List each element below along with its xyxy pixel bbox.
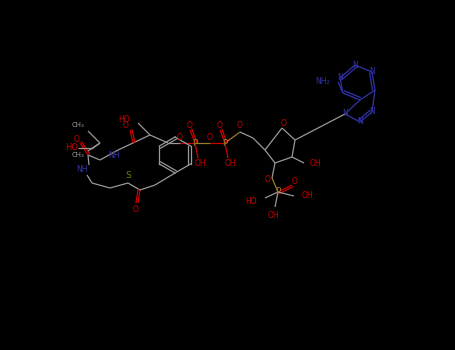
Text: O: O <box>217 120 223 130</box>
Text: HO: HO <box>118 114 130 124</box>
Text: OH: OH <box>302 191 313 201</box>
Text: O: O <box>281 119 287 127</box>
Text: HO: HO <box>65 144 78 153</box>
Text: O: O <box>187 120 193 130</box>
Text: N: N <box>369 107 375 117</box>
Text: OH: OH <box>310 159 322 168</box>
Text: N: N <box>369 68 375 77</box>
Text: O: O <box>74 134 80 144</box>
Text: O: O <box>133 204 139 214</box>
Text: NH₂: NH₂ <box>315 77 330 86</box>
Text: O: O <box>292 176 298 186</box>
Text: O: O <box>237 121 243 131</box>
Text: N: N <box>342 110 348 119</box>
Text: NH: NH <box>108 150 120 160</box>
Text: P: P <box>222 139 228 147</box>
Text: N: N <box>352 61 358 70</box>
Text: O: O <box>207 133 213 141</box>
Text: N: N <box>357 118 363 126</box>
Text: OH: OH <box>224 160 236 168</box>
Text: O: O <box>123 120 129 130</box>
Text: S: S <box>125 172 131 181</box>
Text: CH₃: CH₃ <box>71 152 84 158</box>
Text: CH₃: CH₃ <box>71 122 84 128</box>
Text: OH: OH <box>267 210 279 219</box>
Text: N: N <box>337 74 343 83</box>
Text: P: P <box>192 139 197 147</box>
Text: O: O <box>265 175 271 184</box>
Text: HO: HO <box>245 197 257 206</box>
Text: P: P <box>275 188 281 196</box>
Text: OH: OH <box>194 160 206 168</box>
Text: O: O <box>177 133 183 141</box>
Text: NH: NH <box>76 166 88 175</box>
